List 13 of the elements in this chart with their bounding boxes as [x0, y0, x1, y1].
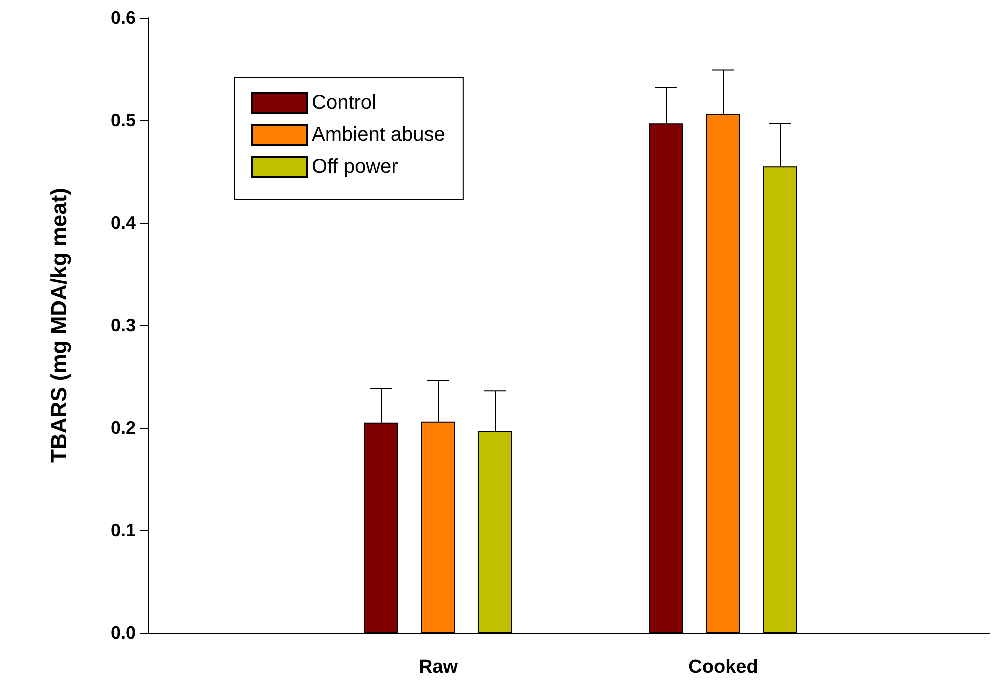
y-tick-label: 0.6 — [110, 8, 136, 28]
y-axis-title: TBARS (mg MDA/kg meat) — [46, 188, 72, 464]
y-tick-label: 0.4 — [110, 213, 136, 233]
legend-label: Control — [312, 92, 376, 114]
legend-label: Ambient abuse — [312, 124, 446, 146]
y-tick-label: 0.3 — [110, 316, 136, 336]
x-tick-label: Cooked — [688, 657, 758, 678]
x-tick-label: Raw — [418, 657, 458, 678]
legend-label: Off power — [312, 156, 399, 178]
y-tick-label: 0.2 — [110, 418, 136, 438]
y-tick-label: 0.5 — [110, 110, 136, 130]
y-tick-label: 0.0 — [110, 623, 136, 643]
y-tick-label: 0.1 — [110, 520, 136, 540]
